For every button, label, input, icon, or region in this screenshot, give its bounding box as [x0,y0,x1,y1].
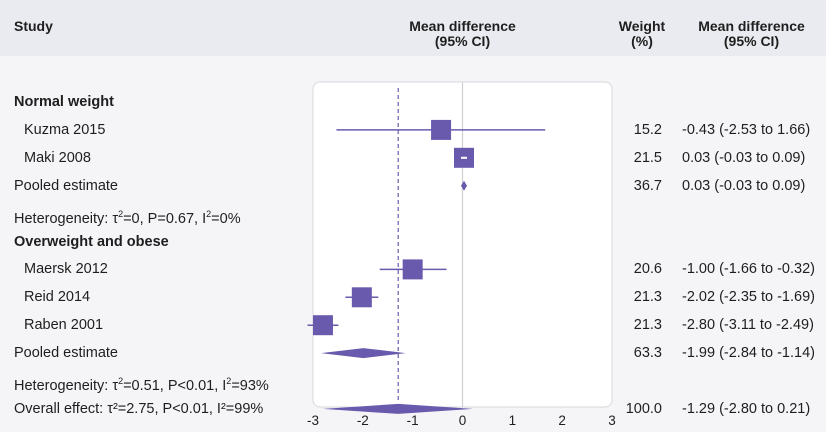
x-tick-label: -1 [407,413,419,428]
study-label: Maersk 2012 [24,261,108,278]
header-mean-difference: Mean difference (95% CI) [380,19,545,49]
ci-text: 0.03 (-0.03 to 0.09) [682,177,806,194]
header-md-line1: Mean difference [409,18,516,34]
header-weight: Weight (%) [614,19,670,49]
group-label: Normal weight [14,94,114,110]
pooled-label: Pooled estimate [14,345,118,362]
ci-text: -2.02 (-2.35 to -1.69) [682,289,815,306]
pooled-diamond [461,180,467,191]
weight-value: 36.7 [633,177,662,194]
weight-value: 21.3 [633,289,662,306]
point-estimate-square [402,259,423,280]
study-label: Kuzma 2015 [24,121,106,138]
x-tick-label: 3 [608,413,616,428]
ci-text: 0.03 (-0.03 to 0.09) [682,149,806,166]
het-stats: =0, P=0.67, I [123,210,207,227]
heterogeneity-label: Heterogeneity: τ2=0, P=0.67, I2=0% [14,205,241,228]
x-tick-label: 2 [558,413,566,428]
superscript: 2 [206,208,212,219]
x-tick-label: 1 [509,413,517,428]
superscript: 2 [226,376,232,386]
weight-value: 100.0 [625,400,662,417]
header-bar [0,0,826,56]
superscript: 2 [118,208,124,219]
header-weight-line1: Weight [618,18,666,34]
header-mdci-line2: (95% CI) [723,33,780,49]
ci-text: -1.99 (-2.84 to -1.14) [682,345,815,362]
ci-text: -0.43 (-2.53 to 1.66) [682,121,811,138]
header-study: Study [14,18,53,34]
x-tick-label: 0 [459,413,467,428]
study-label: Maki 2008 [24,149,91,166]
weight-value: 15.2 [633,121,662,138]
header-mdci-line1: Mean difference [698,18,805,34]
pooled-diamond [322,403,473,414]
header-md-ci: Mean difference (95% CI) [684,19,819,49]
pooled-label: Pooled estimate [14,177,118,194]
pooled-label: Overall effect: τ²=2.75, P<0.01, I²=99% [14,400,264,417]
weight-value: 20.6 [633,261,662,278]
weight-value: 21.5 [633,149,662,166]
x-tick-label: -3 [307,413,319,428]
point-estimate-square [312,315,333,336]
group-label: Overweight and obese [14,233,169,250]
ci-text: -1.29 (-2.80 to 0.21) [682,400,811,417]
het-prefix: Heterogeneity: τ [14,377,119,394]
het-stats: =0.51, P<0.01, I [123,377,227,394]
het-i2: =0% [211,210,241,227]
superscript: 2 [118,376,124,386]
weight-value: 63.3 [633,345,662,362]
header-md-line2: (95% CI) [434,33,491,49]
weight-value: 21.3 [633,317,662,334]
study-label: Reid 2014 [24,289,91,306]
het-i2: =93% [231,377,269,394]
header-weight-line2: (%) [631,33,653,49]
pooled-diamond [320,348,406,359]
x-tick-label: -2 [357,413,369,428]
point-estimate-square [351,287,372,308]
het-prefix: Heterogeneity: τ [14,210,119,227]
point-estimate-square [431,119,452,140]
heterogeneity-label: Heterogeneity: τ2=0.51, P<0.01, I2=93% [14,372,269,395]
ci-text: -2.80 (-3.11 to -2.49) [682,317,814,334]
ci-text: -1.00 (-1.66 to -0.32) [682,261,815,278]
study-label: Raben 2001 [24,317,104,334]
